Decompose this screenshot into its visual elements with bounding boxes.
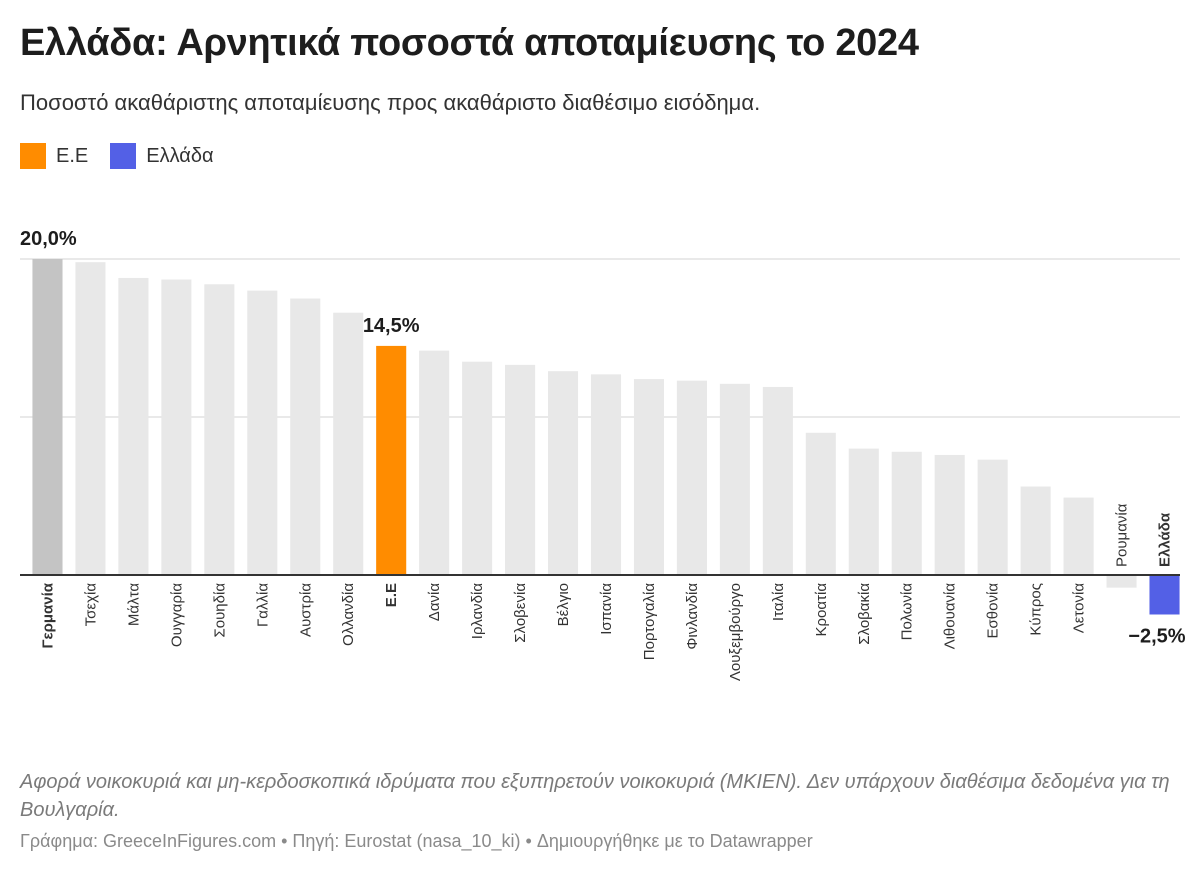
category-label-ιρλανδία: Ιρλανδία (469, 583, 486, 640)
bar-εσθονία (977, 459, 1008, 575)
bar-πορτογαλία (633, 379, 664, 575)
legend-swatch-eu (20, 143, 46, 169)
category-label-δανία: Δανία (426, 583, 443, 622)
legend-swatch-greece (110, 143, 137, 169)
category-label-φινλανδία: Φινλανδία (684, 583, 701, 650)
category-label-ουγγαρία: Ουγγαρία (168, 583, 185, 647)
bar-κροατία (805, 432, 836, 575)
bar-ουγγαρία (161, 279, 192, 575)
bar-βέλγιο (548, 371, 579, 575)
category-label-ισπανία: Ισπανία (598, 583, 615, 635)
bar-σλοβενία (505, 364, 536, 575)
legend-item-eu: Ε.Ε (20, 143, 88, 169)
bar-ε-ε (376, 345, 407, 575)
data-label-γερμανία: 20,0% (20, 228, 77, 250)
legend-item-greece: Ελλάδα (110, 143, 214, 169)
category-label-πολωνία: Πολωνία (899, 583, 916, 641)
category-label-γερμανία: Γερμανία (39, 582, 56, 648)
legend-label-eu: Ε.Ε (56, 144, 89, 167)
category-label-κροατία: Κροατία (813, 583, 830, 637)
category-label-πορτογαλία: Πορτογαλία (641, 583, 658, 661)
bar-ιταλία (762, 386, 793, 575)
bar-λουξεμβούργο (719, 383, 750, 575)
bar-φινλανδία (676, 380, 707, 575)
chart-credit: Γράφημα: GreeceInFigures.com • Πηγή: Eur… (20, 831, 813, 851)
chart-subtitle: Ποσοστό ακαθάριστης αποταμίευσης προς ακ… (20, 90, 761, 115)
category-label-ελλάδα: Ελλάδα (1157, 512, 1174, 567)
bar-ισπανία (590, 374, 622, 575)
bar-λιθουανία (934, 454, 965, 575)
bar-μάλτα (118, 277, 149, 575)
bar-πολωνία (891, 451, 922, 575)
data-label-ελλάδα: −2,5% (1128, 626, 1185, 648)
category-label-ολλανδία: Ολλανδία (340, 583, 357, 646)
category-label-τσεχία: Τσεχία (82, 583, 99, 627)
category-label-σουηδία: Σουηδία (211, 583, 228, 638)
bar-ολλανδία (333, 312, 364, 575)
bar-ρουμανία (1106, 575, 1137, 588)
category-label-σλοβακία: Σλοβακία (856, 583, 873, 645)
bar-λετονία (1063, 497, 1094, 575)
category-label-σλοβενία: Σλοβενία (512, 583, 529, 643)
bar-δανία (419, 350, 450, 575)
category-label-ιταλία: Ιταλία (770, 583, 787, 621)
bar-γερμανία (32, 259, 63, 575)
bar-σουηδία (204, 284, 235, 575)
category-label-λιθουανία: Λιθουανία (942, 583, 959, 650)
legend: Ε.Ε Ελλάδα (20, 143, 236, 169)
category-label-ε-ε: Ε.Ε (383, 583, 400, 607)
data-label-ε-ε: 14,5% (363, 315, 420, 337)
category-label-κύπρος: Κύπρος (1028, 583, 1045, 636)
bar-γαλλία (247, 290, 278, 575)
category-label-εσθονία: Εσθονία (985, 583, 1002, 639)
bar-σλοβακία (848, 448, 879, 575)
category-label-λετονία: Λετονία (1071, 583, 1088, 634)
bar-ελλάδα (1149, 575, 1180, 615)
bar-κύπρος (1020, 486, 1051, 575)
bar-ιρλανδία (462, 361, 493, 575)
chart-notes: Αφορά νοικοκυριά και μη-κερδοσκοπικά ιδρ… (20, 771, 1170, 821)
category-label-γαλλία: Γαλλία (254, 583, 271, 627)
category-label-ρουμανία: Ρουμανία (1114, 503, 1131, 567)
chart-title: Ελλάδα: Αρνητικά ποσοστά αποταμίευσης το… (20, 22, 919, 64)
bar-chart: Γερμανία 20,0% Τσεχία Μάλτα Ουγγαρία Σουηδία Γ… (20, 228, 1186, 681)
category-label-βέλγιο: Βέλγιο (555, 583, 572, 626)
legend-label-greece: Ελλάδα (146, 144, 214, 167)
category-label-μάλτα: Μάλτα (125, 583, 142, 626)
category-label-αυστρία: Αυστρία (297, 583, 314, 637)
bar-αυστρία (290, 298, 321, 575)
category-label-λουξεμβούργο: Λουξεμβούργο (727, 583, 744, 681)
bar-τσεχία (75, 262, 106, 575)
